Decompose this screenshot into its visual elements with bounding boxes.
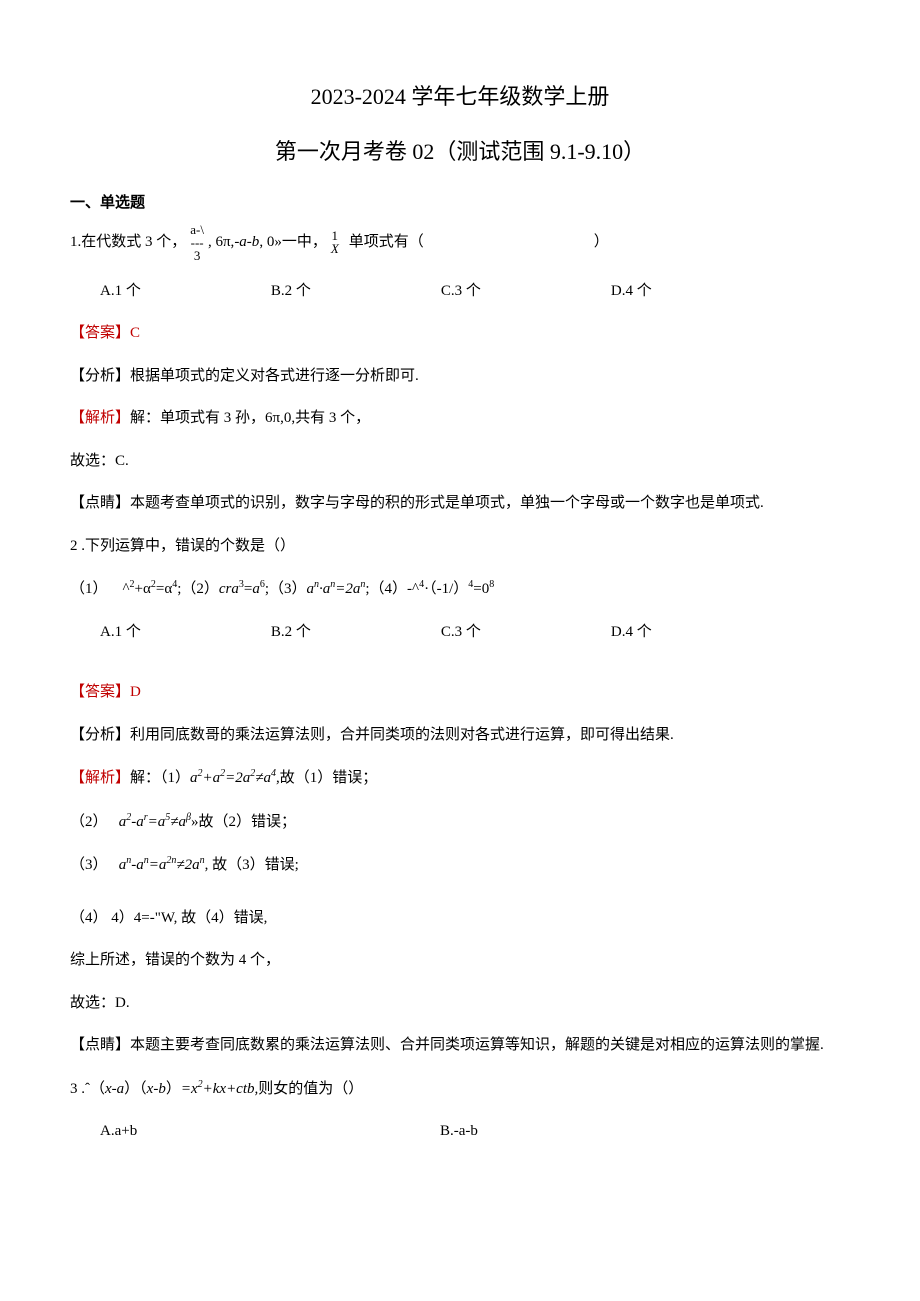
q3-tail: 则女的值为（） bbox=[258, 1081, 363, 1097]
q1-answer-label: 【答案】 bbox=[70, 325, 130, 341]
q2-jiexi: 【解析】解：（1）a2+a2=2a2≠a4,故（1）错误； bbox=[70, 766, 850, 790]
q1-jiexi-text: 解：单项式有 3 孙，6π,0,共有 3 个， bbox=[130, 410, 370, 426]
q2-analysis: 【分析】利用同底数哥的乘法运算法则，合并同类项的法则对各式进行运算，即可得出结果… bbox=[70, 724, 850, 747]
q2-item4: （4） 4）4=-"W, 故（4）错误, bbox=[70, 907, 850, 930]
q1-frac2-den: X bbox=[331, 242, 339, 255]
q1-jiexi-label: 【解析】 bbox=[70, 410, 130, 426]
q1-opt-d: D.4 个 bbox=[611, 280, 652, 303]
q2-expr-1: （1） ^2+α2=α4;（2）cra3=a6;（3）an·an=2an;（4）… bbox=[70, 581, 494, 597]
q1-italic-a: -a-b bbox=[234, 231, 259, 254]
q1-dianjing: 【点睛】本题考查单项式的识别，数字与字母的积的形式是单项式，单独一个字母或一个数… bbox=[70, 492, 850, 515]
q2-opt-a: A.1 个 bbox=[100, 621, 141, 644]
q1-stem: 1.在代数式 3 个， a-\ --- 3 , 6π, -a-b , 0»一中，… bbox=[70, 223, 850, 262]
section-heading: 一、单选题 bbox=[70, 192, 850, 215]
q1-options: A.1 个 B.2 个 C.3 个 D.4 个 bbox=[70, 280, 850, 303]
q1-mid-b: , 0»一中， bbox=[259, 231, 327, 254]
q2-jiexi-text: 解：（1）a2+a2=2a2≠a4,故（1）错误； bbox=[130, 770, 377, 786]
q1-mid-a: , 6π, bbox=[208, 231, 234, 254]
q1-opt-b: B.2 个 bbox=[271, 280, 311, 303]
q1-frac1-den: 3 bbox=[190, 249, 204, 262]
q2-answer-label: 【答案】 bbox=[70, 684, 130, 700]
q1-close-paren: ） bbox=[594, 231, 609, 254]
q3-opt-b: B.-a-b bbox=[440, 1120, 780, 1143]
q2-answer: 【答案】D bbox=[70, 681, 850, 704]
q2-expressions: （1） ^2+α2=α4;（2）cra3=a6;（3）an·an=2an;（4）… bbox=[70, 577, 850, 601]
q1-opt-c: C.3 个 bbox=[441, 280, 481, 303]
doc-title-line1: 2023-2024 学年七年级数学上册 bbox=[70, 80, 850, 113]
q3-xa: x-a bbox=[105, 1081, 124, 1097]
q2-summary: 综上所述，错误的个数为 4 个， bbox=[70, 949, 850, 972]
q1-tail: 单项式有（ bbox=[349, 231, 424, 254]
q3-xb: x-b bbox=[147, 1081, 166, 1097]
q2-dianjing: 【点睛】本题主要考查同底数累的乘法运算法则、合并同类项运算等知识，解题的关键是对… bbox=[70, 1034, 850, 1057]
doc-title-line2: 第一次月考卷 02（测试范围 9.1-9.10） bbox=[70, 135, 850, 168]
q2-item3: （3） an-an=a2n≠2an, 故（3）错误; bbox=[70, 853, 850, 877]
q2-answer-value: D bbox=[130, 684, 141, 700]
q1-answer: 【答案】C bbox=[70, 322, 850, 345]
q3-stem: 3 .ˆ（x-a）（x-b）=x2+kx+ctb,则女的值为（） bbox=[70, 1077, 850, 1101]
q1-analysis: 【分析】根据单项式的定义对各式进行逐一分析即可. bbox=[70, 365, 850, 388]
q1-jiexi: 【解析】解：单项式有 3 孙，6π,0,共有 3 个， bbox=[70, 407, 850, 430]
q3-pre: 3 .ˆ（ bbox=[70, 1081, 105, 1097]
q1-fraction-1: a-\ --- 3 bbox=[190, 223, 204, 262]
q1-choose: 故选：C. bbox=[70, 450, 850, 473]
q2-stem: 2 .下列运算中，错误的个数是（） bbox=[70, 535, 850, 558]
q1-opt-a: A.1 个 bbox=[100, 280, 141, 303]
q3-opt-a: A.a+b bbox=[100, 1120, 440, 1143]
q1-pre: 1.在代数式 3 个， bbox=[70, 231, 186, 254]
q1-frac1-dash: --- bbox=[190, 236, 204, 249]
q3-options: A.a+b B.-a-b bbox=[70, 1120, 850, 1143]
q1-frac1-num: a-\ bbox=[190, 223, 204, 236]
q2-opt-d: D.4 个 bbox=[611, 621, 652, 644]
q2-options: A.1 个 B.2 个 C.3 个 D.4 个 bbox=[70, 621, 850, 644]
q2-choose: 故选：D. bbox=[70, 992, 850, 1015]
q1-fraction-2: 1 X bbox=[331, 229, 339, 255]
q2-jiexi-label: 【解析】 bbox=[70, 770, 130, 786]
q2-opt-c: C.3 个 bbox=[441, 621, 481, 644]
q1-answer-value: C bbox=[130, 325, 140, 341]
q2-item2: （2） a2-ar=a5≠aβ»故（2）错误； bbox=[70, 810, 850, 834]
q2-opt-b: B.2 个 bbox=[271, 621, 311, 644]
q3-eq: ）=x2+kx+ctb, bbox=[166, 1081, 258, 1097]
q3-mid: ）（ bbox=[124, 1081, 147, 1097]
